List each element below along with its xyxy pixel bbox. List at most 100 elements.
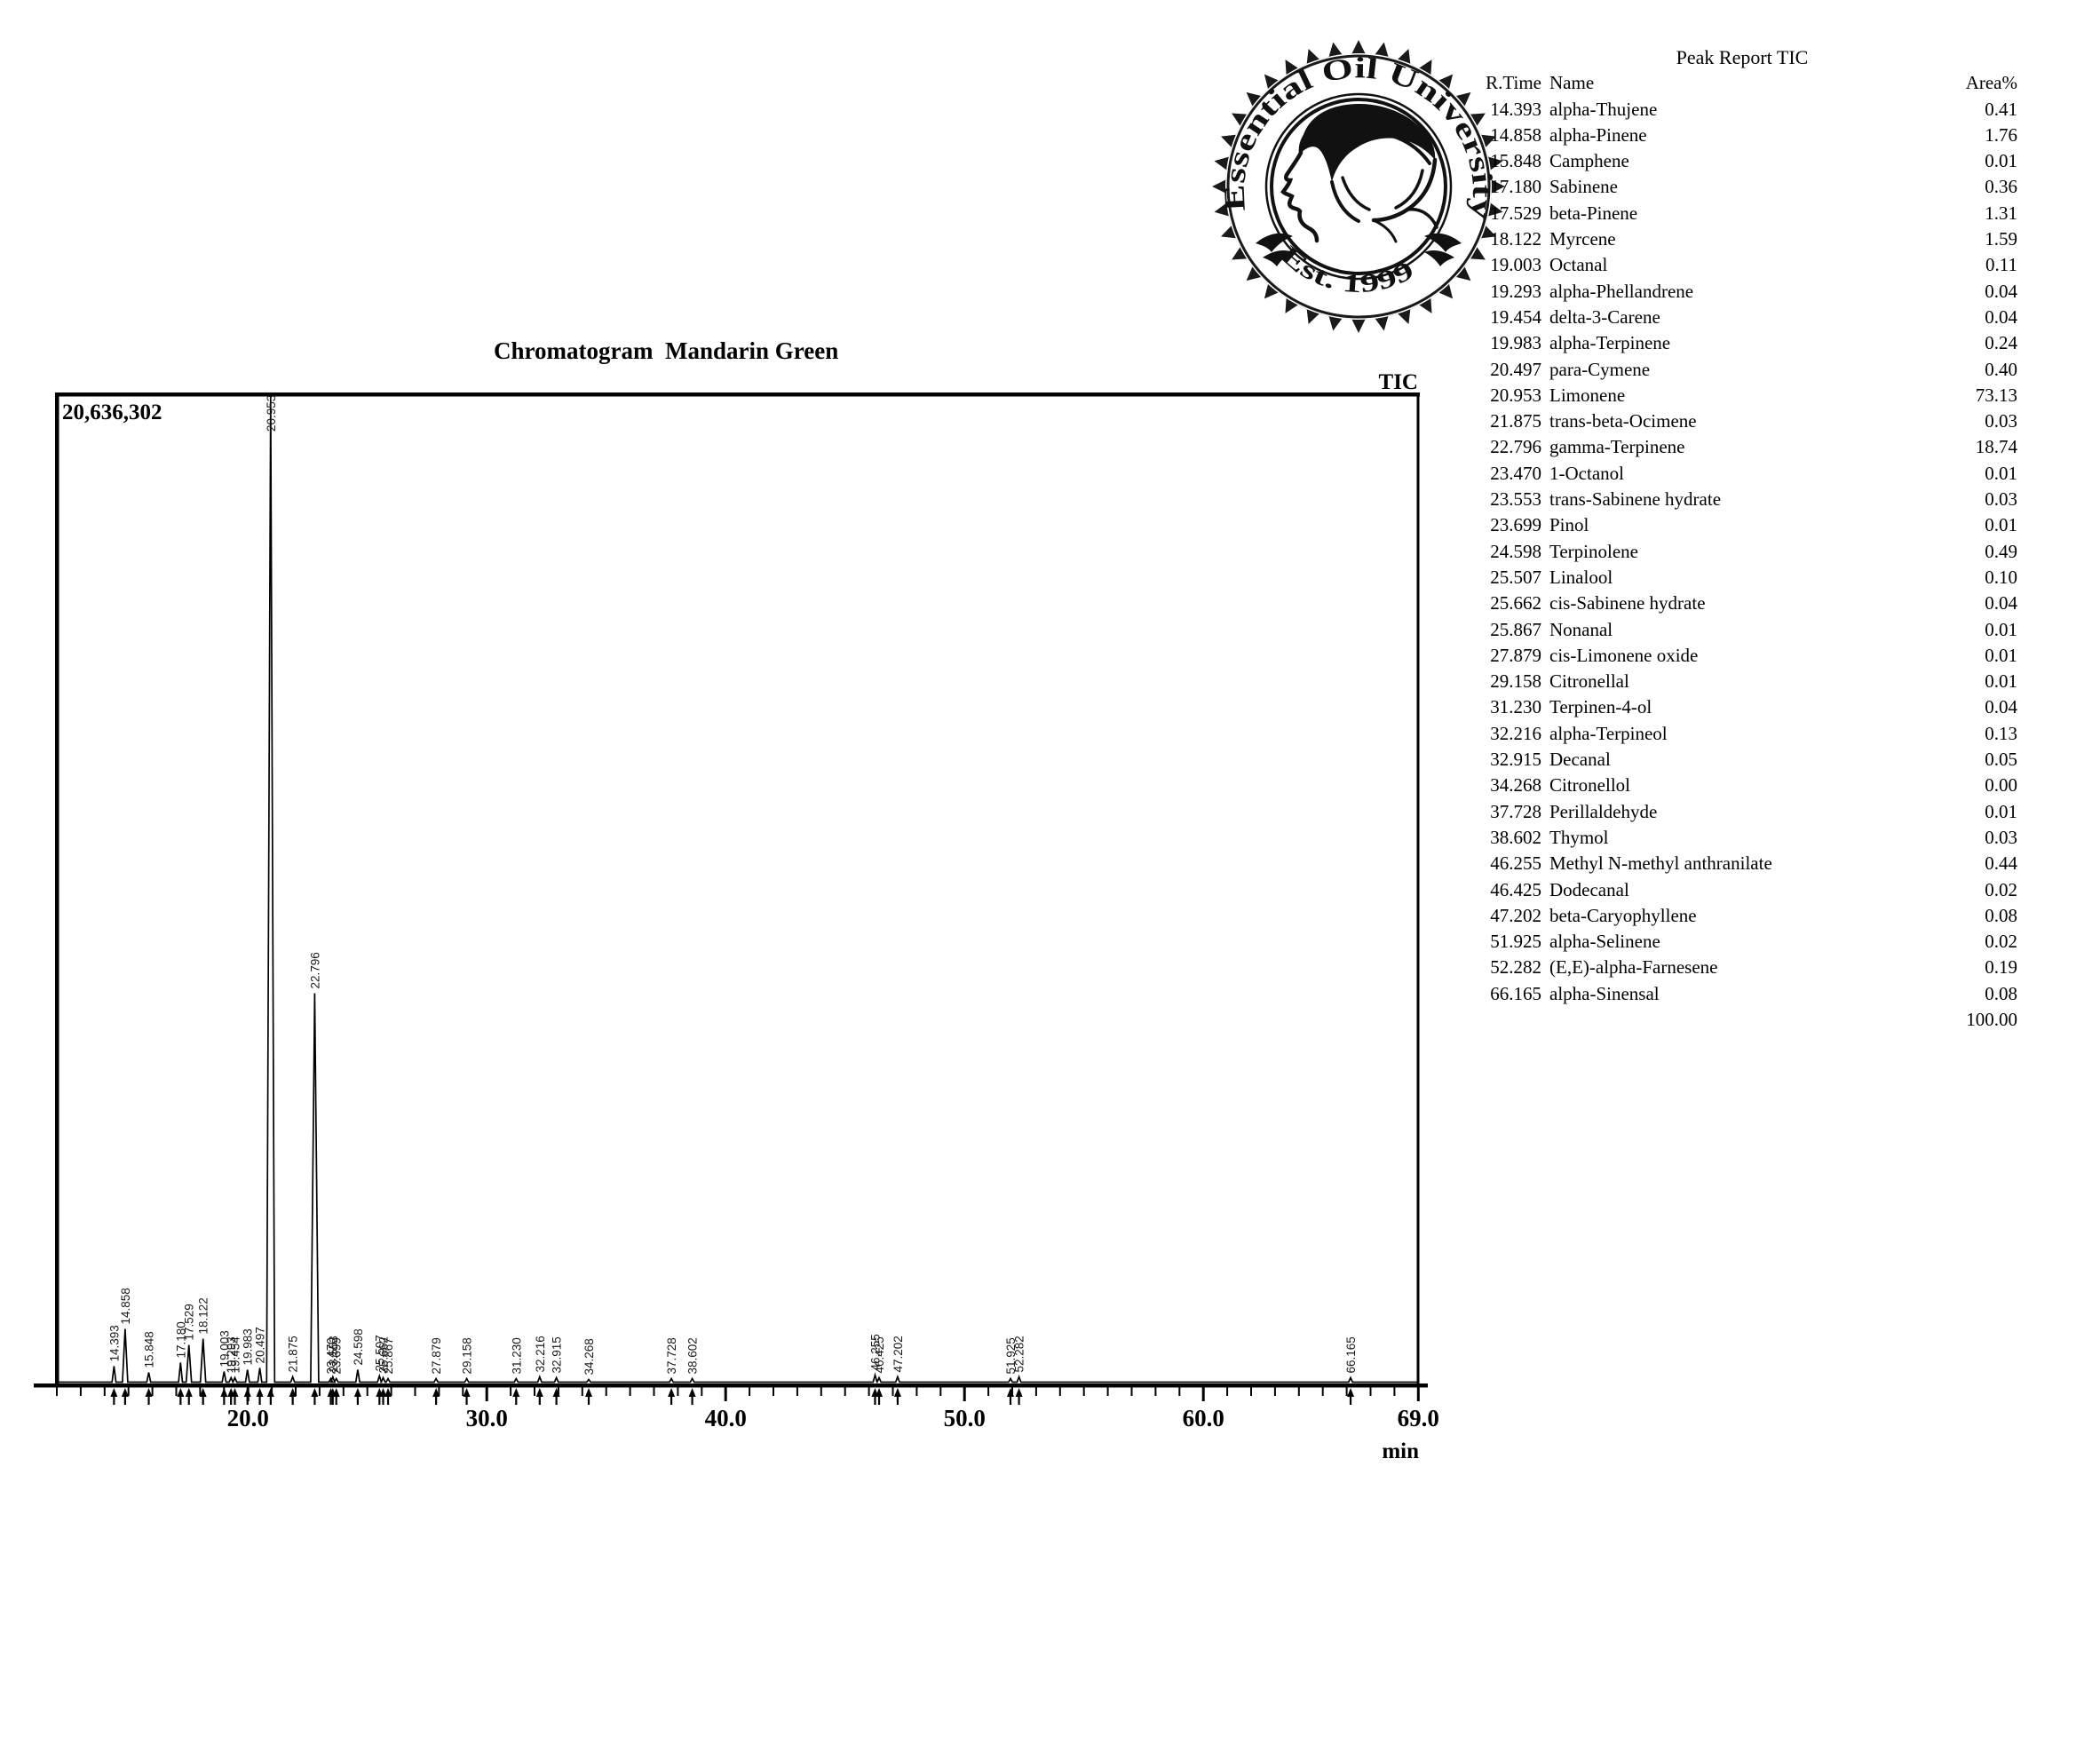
cell-name: alpha-Thujene: [1549, 98, 1658, 120]
cell-area: 0.01: [1985, 462, 2017, 484]
cell-name: alpha-Phellandrene: [1549, 280, 1694, 302]
cell-rtime: 22.796: [1490, 436, 1541, 458]
cell-rtime: 19.454: [1490, 305, 1541, 328]
x-axis-tick-label: 69.0: [1398, 1405, 1439, 1431]
cell-rtime: 25.662: [1490, 592, 1541, 614]
peak-marker-arrow-stem: [555, 1395, 558, 1405]
cell-rtime: 14.858: [1490, 123, 1541, 146]
table-row: 46.255 Methyl N-methyl anthranilate 0.44: [1467, 851, 2017, 876]
peak-marker-arrow-icon: [668, 1388, 676, 1397]
cell-area: 0.41: [1985, 98, 2017, 120]
peak-marker-arrow-icon: [535, 1388, 543, 1397]
cell-rtime: 20.497: [1490, 358, 1541, 380]
cell-rtime: 52.282: [1490, 956, 1541, 979]
table-row: 47.202 beta-Caryophyllene 0.08: [1467, 903, 2017, 929]
table-row: 19.293 alpha-Phellandrene 0.04: [1467, 279, 2017, 305]
peak-marker-arrow-stem: [587, 1395, 590, 1405]
peak-report-title: Peak Report TIC: [1676, 46, 1809, 68]
peak-marker-arrow-stem: [258, 1395, 261, 1405]
cell-rtime: 23.699: [1490, 514, 1541, 536]
cell-area: 1.31: [1985, 202, 2017, 224]
peak-marker-arrow-icon: [432, 1388, 440, 1397]
peak-label: 34.268: [582, 1338, 596, 1375]
cell-area: 0.11: [1985, 254, 2017, 276]
peak-marker-arrow-icon: [876, 1388, 884, 1397]
peak-marker-arrow-stem: [515, 1395, 518, 1405]
peak-marker-arrow-icon: [1006, 1388, 1014, 1397]
peak-label: 14.858: [119, 1288, 132, 1324]
cell-rtime: 32.216: [1490, 722, 1541, 744]
peak-label: 46.425: [873, 1336, 886, 1373]
peak-marker-arrow-stem: [691, 1395, 693, 1405]
peak-label: 25.867: [382, 1337, 395, 1374]
cell-rtime: 32.915: [1490, 749, 1541, 771]
table-row: 24.598 Terpinolene 0.49: [1467, 539, 2017, 565]
peak-label: 15.848: [143, 1331, 156, 1368]
peak-label: 23.699: [330, 1337, 344, 1374]
peak-marker-arrow-icon: [353, 1388, 361, 1397]
peak-label: 19.983: [242, 1328, 255, 1365]
cell-area: 0.02: [1985, 878, 2017, 900]
cell-name: Octanal: [1549, 254, 1608, 276]
table-row: 25.867 Nonanal 0.01: [1467, 617, 2017, 643]
peak-label: 52.282: [1013, 1336, 1026, 1372]
cell-area: 0.01: [1985, 618, 2017, 640]
table-row: 32.915 Decanal 0.05: [1467, 747, 2017, 773]
peak-label: 20.497: [254, 1327, 267, 1363]
cell-area: 0.40: [1985, 358, 2017, 380]
cell-name: para-Cymene: [1549, 358, 1651, 380]
peak-marker-arrow-stem: [335, 1395, 337, 1405]
peak-marker-arrow-stem: [538, 1395, 541, 1405]
peak-marker-arrow-icon: [231, 1388, 239, 1397]
peak-label: 17.529: [183, 1304, 196, 1340]
peak-marker-arrow-icon: [688, 1388, 696, 1397]
peak-label: 25.662: [377, 1336, 391, 1373]
table-row: 52.282 (E,E)-alpha-Farnesene 0.19: [1467, 955, 2017, 980]
cell-area: 18.74: [1975, 436, 2017, 458]
peak-label: 18.122: [197, 1297, 210, 1334]
cell-area: 0.04: [1985, 696, 2017, 718]
y-max-intensity-label: 20,636,302: [62, 400, 162, 424]
peak-marker-arrow-stem: [896, 1395, 899, 1405]
peak-label: 25.507: [373, 1335, 386, 1371]
peak-label: 32.216: [534, 1336, 547, 1372]
x-axis-tick-label: 60.0: [1183, 1405, 1224, 1431]
cell-name: alpha-Terpinene: [1549, 332, 1671, 354]
cell-rtime: 14.393: [1490, 98, 1541, 120]
peak-label: 47.202: [892, 1336, 905, 1372]
peak-marker-arrow-icon: [289, 1388, 297, 1397]
cell-name: Limonene: [1549, 384, 1626, 406]
table-row: 46.425 Dodecanal 0.02: [1467, 877, 2017, 903]
peak-marker-arrow-stem: [234, 1395, 236, 1405]
peak-marker-arrow-icon: [145, 1388, 153, 1397]
table-row: 34.268 Citronellol 0.00: [1467, 773, 2017, 798]
table-row: 17.529 beta-Pinene 1.31: [1467, 201, 2017, 226]
table-row: 21.875 trans-beta-Ocimene 0.03: [1467, 408, 2017, 434]
cell-name: Nonanal: [1549, 618, 1613, 640]
table-row: 20.497 para-Cymene 0.40: [1467, 357, 2017, 383]
cell-area: 0.01: [1985, 800, 2017, 822]
column-header-rtime: R.Time: [1486, 72, 1541, 94]
peak-marker-arrow-stem: [465, 1395, 468, 1405]
cell-rtime: 31.230: [1490, 696, 1541, 718]
peak-marker-arrow-stem: [877, 1395, 881, 1405]
cell-area: 0.01: [1985, 514, 2017, 536]
table-row: 14.858 alpha-Pinene 1.76: [1467, 123, 2017, 148]
table-row: 66.165 alpha-Sinensal 0.08: [1467, 981, 2017, 1007]
cell-rtime: 23.470: [1490, 462, 1541, 484]
peak-marker-arrow-stem: [313, 1395, 316, 1405]
cell-rtime: 21.875: [1490, 410, 1541, 432]
plot-left-border: [55, 392, 59, 1387]
cell-area: 0.36: [1985, 176, 2017, 198]
peak-label: 27.879: [430, 1337, 443, 1374]
cell-area: 0.01: [1985, 150, 2017, 172]
cell-area: 0.08: [1985, 904, 2017, 926]
peak-label: 19.293: [225, 1336, 238, 1373]
chart-title: Chromatogram Mandarin Green: [494, 337, 838, 364]
peak-marker-arrow-stem: [1018, 1395, 1020, 1405]
peak-marker-arrow-stem: [187, 1395, 190, 1405]
cell-area: 0.08: [1985, 982, 2017, 1004]
table-row: 27.879 cis-Limonene oxide 0.01: [1467, 643, 2017, 669]
table-row: 19.003 Octanal 0.11: [1467, 252, 2017, 278]
